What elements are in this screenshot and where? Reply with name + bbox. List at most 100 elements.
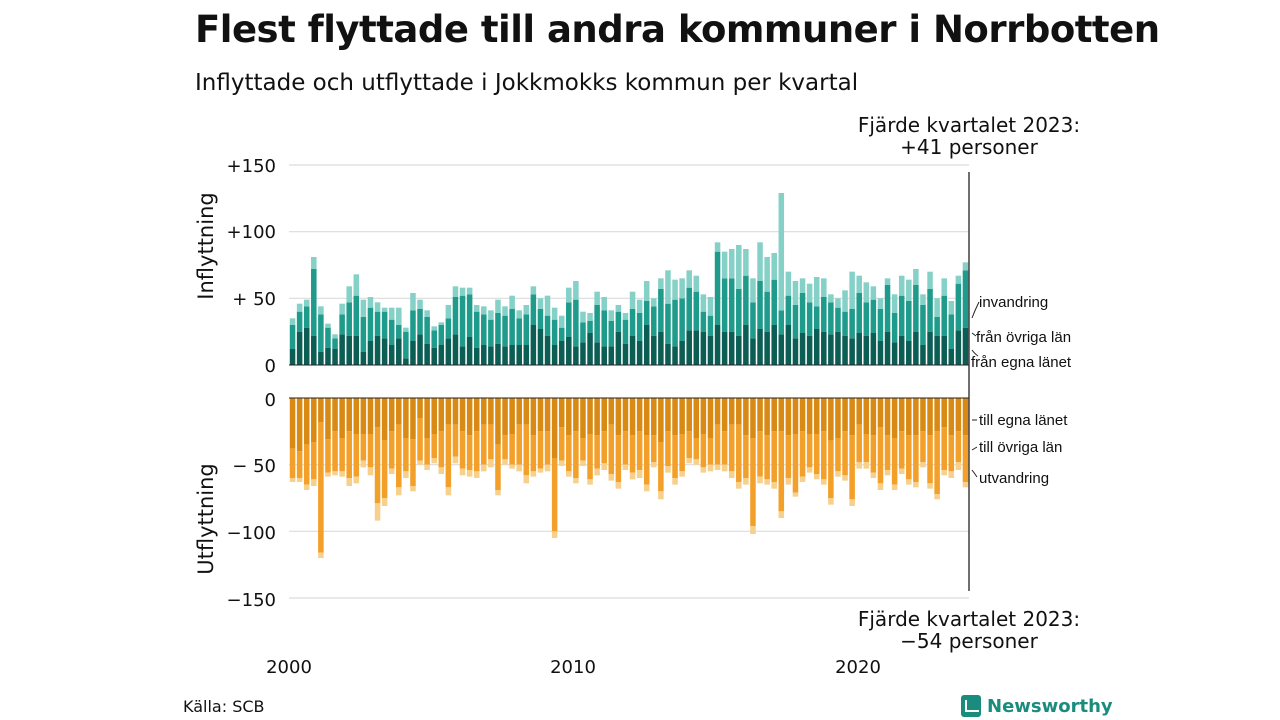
bar-out-utvandring-2008Q2 [523, 475, 530, 484]
bar-out-utvandring-2011Q1 [601, 463, 607, 470]
bar-out-egna-2021Q4 [906, 398, 912, 436]
bar-out-ovriga-2020Q3 [870, 435, 877, 473]
bar-out-ovriga-2013Q2 [665, 431, 671, 466]
bar-in-egna-2010Q3 [587, 333, 593, 365]
bar-out-ovriga-2007Q4 [509, 434, 515, 465]
bar-in-ovriga-2021Q1 [884, 285, 891, 332]
bar-out-utvandring-2012Q3 [643, 484, 650, 492]
bar-out-utvandring-2015Q3 [728, 471, 735, 478]
bar-out-utvandring-2023Q3 [955, 462, 962, 470]
bar-out-ovriga-2019Q3 [842, 431, 848, 476]
bar-out-ovriga-2005Q1 [431, 434, 437, 458]
bar-in-ovriga-2009Q2 [551, 319, 558, 345]
bar-in-ovriga-2005Q3 [445, 318, 452, 339]
bar-in-egna-2016Q1 [743, 325, 749, 365]
bar-in-invandring-2005Q1 [431, 326, 437, 331]
bar-out-ovriga-2023Q3 [955, 431, 962, 462]
bar-out-utvandring-2007Q4 [509, 464, 515, 469]
bar-out-egna-2001Q4 [339, 398, 345, 438]
bar-out-egna-2002Q1 [346, 398, 352, 432]
bar-out-utvandring-2021Q2 [891, 484, 898, 490]
bar-out-utvandring-2020Q4 [877, 483, 884, 490]
bar-out-ovriga-2015Q3 [728, 424, 735, 472]
bar-in-egna-2003Q2 [381, 338, 388, 365]
bar-out-egna-2015Q2 [721, 398, 728, 432]
bar-out-utvandring-2016Q4 [764, 479, 770, 485]
bar-in-invandring-2011Q1 [601, 297, 607, 311]
bar-in-egna-2004Q2 [410, 341, 416, 365]
bar-out-egna-2002Q3 [360, 398, 367, 434]
bar-out-ovriga-2018Q2 [806, 434, 813, 468]
bar-in-invandring-2012Q4 [651, 298, 657, 307]
bar-out-ovriga-2017Q1 [771, 431, 777, 482]
y-tick-top-0: 0 [265, 356, 276, 377]
bar-out-utvandring-2008Q1 [516, 464, 522, 472]
bar-in-ovriga-2020Q1 [856, 293, 862, 333]
bar-out-utvandring-2005Q3 [445, 487, 452, 496]
bar-in-invandring-2005Q3 [445, 305, 452, 319]
bar-in-ovriga-2023Q1 [941, 295, 947, 336]
bar-out-egna-2012Q4 [651, 398, 657, 436]
bar-in-ovriga-2012Q1 [629, 309, 636, 336]
bar-in-egna-2018Q3 [813, 329, 820, 365]
bar-out-utvandring-2013Q1 [658, 491, 664, 500]
bar-out-ovriga-2014Q3 [700, 434, 707, 468]
bar-out-ovriga-2016Q3 [757, 431, 763, 477]
bar-out-utvandring-2020Q3 [870, 472, 877, 478]
bar-out-ovriga-2018Q1 [799, 431, 806, 477]
bar-in-ovriga-2023Q3 [955, 283, 962, 331]
bar-in-invandring-2012Q2 [636, 299, 643, 313]
bar-out-ovriga-2009Q4 [566, 435, 572, 472]
bar-out-utvandring-2008Q4 [537, 468, 544, 473]
bar-out-egna-2012Q2 [636, 398, 643, 432]
bar-in-invandring-2014Q1 [686, 270, 692, 288]
bar-out-utvandring-2004Q2 [410, 486, 416, 492]
bar-out-egna-2007Q3 [502, 398, 508, 436]
bar-out-ovriga-2003Q3 [388, 431, 395, 469]
bar-out-egna-2005Q2 [438, 398, 445, 432]
bar-out-egna-2006Q2 [466, 398, 473, 436]
bar-out-ovriga-2020Q2 [863, 434, 870, 462]
bar-out-utvandring-2023Q4 [962, 482, 969, 488]
series-label-fran-ovriga-lan: från övriga län [976, 329, 1071, 346]
bar-out-egna-2010Q4 [594, 398, 600, 436]
bar-in-invandring-2019Q1 [828, 294, 834, 303]
x-tick-2010: 2010 [550, 657, 596, 678]
bar-in-ovriga-2000Q1 [289, 325, 296, 349]
bar-out-egna-2020Q1 [856, 398, 862, 425]
bar-in-egna-2017Q1 [771, 325, 777, 365]
bar-out-egna-2013Q4 [679, 398, 685, 434]
bar-in-ovriga-2010Q2 [580, 322, 586, 343]
bar-in-invandring-2016Q2 [750, 278, 756, 303]
bar-in-ovriga-2017Q2 [778, 310, 785, 335]
brand-logo[interactable]: Newsworthy [961, 693, 1113, 719]
bar-out-egna-2017Q3 [785, 398, 792, 436]
bar-in-ovriga-2007Q1 [488, 319, 494, 347]
bar-out-ovriga-2013Q1 [658, 442, 664, 492]
y-tick-top-50: + 50 [232, 289, 276, 310]
bar-out-ovriga-2010Q2 [580, 438, 586, 461]
bar-out-utvandring-2003Q4 [396, 487, 402, 496]
bar-out-egna-2016Q2 [750, 398, 756, 438]
bar-out-egna-2010Q2 [580, 398, 586, 438]
bar-in-egna-2001Q1 [318, 351, 324, 365]
bar-in-egna-2012Q4 [651, 335, 657, 365]
bar-out-ovriga-2000Q2 [296, 451, 303, 478]
bar-out-utvandring-2011Q4 [622, 464, 629, 470]
bar-in-invandring-2002Q4 [367, 297, 374, 308]
bar-out-ovriga-2023Q1 [941, 427, 947, 470]
bar-out-ovriga-2005Q4 [452, 424, 459, 457]
bar-in-egna-2018Q2 [806, 335, 813, 365]
bar-out-ovriga-2014Q2 [693, 438, 700, 460]
bar-in-invandring-2000Q2 [296, 303, 303, 312]
bar-in-invandring-2015Q1 [714, 242, 721, 252]
bar-out-egna-2023Q3 [955, 398, 962, 432]
bar-out-utvandring-2002Q4 [367, 467, 374, 476]
bar-out-egna-2014Q1 [686, 398, 692, 432]
bar-in-ovriga-2015Q3 [728, 278, 735, 332]
bar-out-ovriga-2005Q3 [445, 424, 452, 488]
bar-out-ovriga-2010Q3 [587, 434, 593, 480]
bar-out-egna-2008Q1 [516, 398, 522, 425]
bar-in-egna-2017Q2 [778, 334, 785, 365]
bar-out-egna-2018Q4 [821, 398, 827, 432]
